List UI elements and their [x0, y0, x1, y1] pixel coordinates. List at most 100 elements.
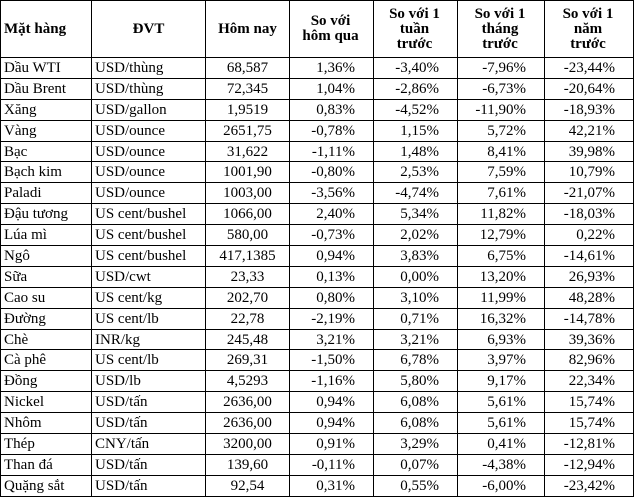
table-cell: -23,44% — [544, 57, 634, 79]
table-cell: Đồng — [0, 370, 92, 393]
table-row: Quặng sắt USD/tấn 92,54 0,31% 0,55% -6,00% -23… — [0, 474, 634, 497]
table-cell: 2,53% — [373, 161, 458, 184]
table-cell: 3,21% — [373, 328, 458, 351]
table-cell: 0,00% — [373, 265, 458, 288]
table-cell: Dầu WTI — [0, 57, 92, 79]
table-cell: 2,02% — [373, 224, 458, 247]
table-cell: Lúa mì — [0, 224, 92, 247]
table-cell: 15,74% — [544, 391, 634, 414]
table-row: Đậu tương US cent/bushel 1066,00 2,40% 5,34%… — [0, 203, 634, 226]
table-cell: 10,79% — [544, 161, 634, 184]
header-cell: So với 1 tháng trước — [457, 0, 545, 58]
table-row: Đồng USD/lb 4,5293 -1,16% 5,80% 9,17% 22,34% — [0, 370, 634, 393]
table-cell: 139,60 — [205, 453, 290, 476]
table-cell: 1001,90 — [205, 161, 290, 184]
table-cell: -3,40% — [373, 57, 458, 79]
table-row: Paladi USD/ounce 1003,00 -3,56% -4,74% 7,61% -… — [0, 182, 634, 205]
table-cell: 2636,00 — [205, 412, 290, 435]
table-cell: 0,71% — [373, 307, 458, 330]
table-cell: -2,19% — [289, 307, 374, 330]
table-cell: 0,07% — [373, 453, 458, 476]
table-cell: Thép — [0, 433, 92, 455]
table-cell: 0,94% — [289, 412, 374, 435]
table-cell: 0,31% — [289, 474, 374, 497]
table-cell: US cent/bushel — [91, 224, 206, 247]
table-cell: Chè — [0, 328, 92, 351]
table-cell: 16,32% — [457, 307, 545, 330]
table-cell: 39,36% — [544, 328, 634, 351]
table-cell: USD/ounce — [91, 182, 206, 205]
table-cell: INR/kg — [91, 328, 206, 351]
table-cell: Cà phê — [0, 349, 92, 372]
table-row: Xăng USD/gallon 1,9519 0,83% -4,52% -11,90% -1… — [0, 98, 634, 121]
table-cell: -0,73% — [289, 224, 374, 247]
table-row: Chè INR/kg 245,48 3,21% 3,21% 6,93% 39,36% — [0, 328, 634, 351]
table-cell: 82,96% — [544, 349, 634, 372]
table-cell: USD/thùng — [91, 77, 206, 100]
table-cell: -2,86% — [373, 77, 458, 100]
table-cell: 269,31 — [205, 349, 290, 372]
header-cell: So với hôm qua — [289, 0, 374, 58]
table-row: Cà phê US cent/lb 269,31 -1,50% 6,78% 3,97% 82… — [0, 349, 634, 372]
table-cell: 1,9519 — [205, 98, 290, 121]
table-cell: 22,78 — [205, 307, 290, 330]
table-cell: USD/tấn — [91, 412, 206, 435]
table-cell: 3200,00 — [205, 433, 290, 455]
table-cell: -14,61% — [544, 245, 634, 267]
table-cell: USD/ounce — [91, 161, 206, 184]
table-cell: -12,81% — [544, 433, 634, 455]
table-cell: US cent/bushel — [91, 245, 206, 267]
table-cell: 0,94% — [289, 245, 374, 267]
table-cell: -0,78% — [289, 119, 374, 142]
table-cell: USD/tấn — [91, 474, 206, 497]
table-cell: 0,94% — [289, 391, 374, 414]
table-cell: USD/thùng — [91, 57, 206, 79]
table-cell: USD/gallon — [91, 98, 206, 121]
table-cell: 72,345 — [205, 77, 290, 100]
table-cell: -11,90% — [457, 98, 545, 121]
table-cell: US cent/bushel — [91, 203, 206, 226]
table-cell: -0,11% — [289, 453, 374, 476]
table-cell: -6,73% — [457, 77, 545, 100]
table-cell: -6,00% — [457, 474, 545, 497]
table-row: Dầu Brent USD/thùng 72,345 1,04% -2,86% -6,73… — [0, 77, 634, 100]
table-cell: 6,93% — [457, 328, 545, 351]
table-cell: Quặng sắt — [0, 474, 92, 497]
table-cell: 5,61% — [457, 412, 545, 435]
table-cell: 31,622 — [205, 140, 290, 163]
header-cell: Hôm nay — [205, 0, 290, 58]
table-cell: 3,10% — [373, 286, 458, 309]
table-cell: Cao su — [0, 286, 92, 309]
table-cell: USD/tấn — [91, 453, 206, 476]
table-cell: Nickel — [0, 391, 92, 414]
table-cell: 5,80% — [373, 370, 458, 393]
table-cell: 12,79% — [457, 224, 545, 247]
table-cell: 2,40% — [289, 203, 374, 226]
table-cell: 2636,00 — [205, 391, 290, 414]
table-cell: 2651,75 — [205, 119, 290, 142]
header-cell: ĐVT — [91, 0, 206, 58]
table-cell: USD/ounce — [91, 140, 206, 163]
table-cell: 0,91% — [289, 433, 374, 455]
table-cell: 9,17% — [457, 370, 545, 393]
table-cell: -4,52% — [373, 98, 458, 121]
table-cell: 8,41% — [457, 140, 545, 163]
table-cell: Ngô — [0, 245, 92, 267]
table-cell: 7,59% — [457, 161, 545, 184]
table-row: Vàng USD/ounce 2651,75 -0,78% 1,15% 5,72% 42,2… — [0, 119, 634, 142]
table-cell: 5,72% — [457, 119, 545, 142]
table-cell: 1,36% — [289, 57, 374, 79]
table-cell: Paladi — [0, 182, 92, 205]
table-cell: -1,11% — [289, 140, 374, 163]
table-cell: 15,74% — [544, 412, 634, 435]
table-cell: USD/lb — [91, 370, 206, 393]
table-cell: -1,50% — [289, 349, 374, 372]
table-cell: Sữa — [0, 265, 92, 288]
table-row: Bạch kim USD/ounce 1001,90 -0,80% 2,53% 7,59%… — [0, 161, 634, 184]
table-cell: -23,42% — [544, 474, 634, 497]
table-cell: 0,41% — [457, 433, 545, 455]
table-cell: 3,21% — [289, 328, 374, 351]
table-cell: Dầu Brent — [0, 77, 92, 100]
table-cell: 4,5293 — [205, 370, 290, 393]
table-cell: USD/tấn — [91, 391, 206, 414]
